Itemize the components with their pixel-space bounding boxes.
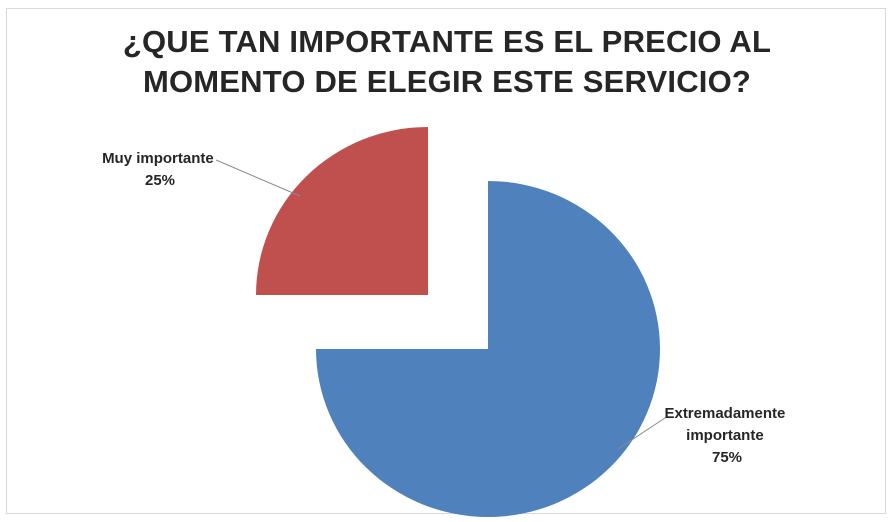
pie-slice-extremadamente-importante bbox=[316, 181, 660, 517]
slice-label-muy-importante: Muy importante 25% bbox=[102, 150, 218, 189]
slice-label-extremadamente-importante: Extremadamente importante 75% bbox=[664, 405, 789, 466]
chart-title: ¿QUE TAN IMPORTANTE ES EL PRECIO AL MOME… bbox=[0, 22, 894, 102]
chart-title-line-1: ¿QUE TAN IMPORTANTE ES EL PRECIO AL bbox=[122, 24, 772, 59]
pie-slice-muy-importante bbox=[256, 127, 428, 295]
slice-label-extremadamente-importante-line-1: Extremadamente bbox=[664, 405, 785, 422]
chart-title-line-2: MOMENTO DE ELEGIR ESTE SERVICIO? bbox=[142, 64, 752, 99]
slice-label-extremadamente-importante-line-2: importante bbox=[686, 427, 764, 444]
leader-line-extremadamente-importante bbox=[617, 415, 669, 450]
slice-label-muy-importante-line-1: Muy importante bbox=[102, 150, 214, 167]
slice-label-muy-importante-value: 25% bbox=[145, 172, 175, 189]
leader-line-muy-importante bbox=[215, 159, 301, 197]
slice-label-extremadamente-importante-value: 75% bbox=[712, 449, 742, 466]
